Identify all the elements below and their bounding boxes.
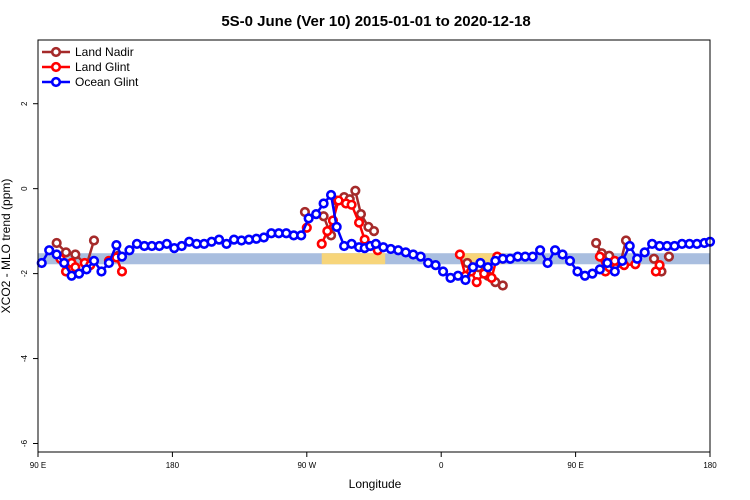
series-2 [36,189,716,286]
series-2-point [624,240,635,252]
series-2-point [602,257,613,269]
series-2-point [527,251,538,262]
series-0-point [51,237,62,249]
series-2-point [176,240,187,252]
series-1-point [116,266,128,277]
x-tick-label-5: 180 [703,461,717,470]
series-2-point [460,274,471,286]
series-0-point [88,235,100,246]
x-tick-label-3: 0 [439,461,444,470]
series-0-point [60,247,72,258]
series-2-point [617,255,628,266]
series-1-point [346,199,357,210]
series-2-point [572,266,583,277]
y-tick-label-1: 0 [20,186,29,191]
series-2-point [258,232,269,243]
series-1-point [471,277,482,288]
series-1-point [322,226,333,237]
y-tick-label-4: -6 [20,439,29,447]
series-1-point [316,238,327,249]
series-2-point [111,240,122,251]
series-2-point [73,268,85,279]
series-2-point [632,253,643,264]
series-1-point [454,249,465,260]
series-2-point [303,213,314,224]
series-2-point [116,251,128,262]
series-2-point [452,270,464,281]
series-2-point [475,257,486,269]
legend-label-0: Land Nadir [75,45,134,59]
series-2-point [103,257,115,269]
series-0-point [350,185,361,196]
y-axis: 2 0 -2 -4 -6 [20,101,38,447]
series-0-point [497,280,508,291]
y-tick-label-3: -4 [20,354,29,362]
series-0-point [70,249,81,260]
series-2-point [124,245,135,256]
series-2-point [44,245,55,256]
plot-frame [37,39,711,453]
series-2-point [311,209,322,220]
x-tick-label-4: 90 E [567,461,583,470]
land-band-2 [463,253,505,265]
series-0-point [648,253,660,264]
chart-title: 5S-0 June (Ver 10) 2015-01-01 to 2020-12… [221,13,530,30]
series-2-point [36,257,47,269]
bands-layer [38,253,710,265]
legend-label-1: Land Glint [75,60,130,74]
series-2-point [587,268,598,279]
x-tick-label-2: 90 W [297,461,316,470]
y-tick-label-0: 2 [20,101,29,106]
series-2-point [331,221,342,232]
y-axis-label: XCO2 - MLO trend (ppm) [0,179,13,314]
series-2-point [482,262,493,273]
series-2-point [325,189,337,201]
series-2-point [59,257,70,269]
series-2-point [96,266,107,277]
legend-label-2: Ocean Glint [75,75,139,89]
series-2-point [594,264,605,275]
series-0-point [591,237,602,249]
series-2-point [415,251,426,262]
x-axis-label: Longitude [349,477,402,491]
series-0-point [663,251,675,262]
series-2-point [437,266,449,277]
legend-swatch-marker-2 [50,76,62,88]
y-tick-label-2: -2 [20,270,29,278]
series-2-point [296,230,307,241]
x-tick-label-0: 90 E [30,461,46,470]
series-2-point [535,245,546,256]
series-1-point [486,272,497,283]
series-2-point [430,260,441,271]
x-axis: 90 E 180 90 W 0 90 E 180 [30,452,717,470]
series-2-point [51,249,62,260]
series-2-point [221,238,232,249]
legend-swatch-marker-1 [50,61,62,73]
series-2-point [161,238,172,249]
series-2-point [557,249,568,260]
series-2-point [213,234,225,245]
series-0-point [368,226,380,237]
series-1-point [353,217,365,228]
legend-swatch-marker-0 [50,46,62,58]
series-2-point [564,255,576,266]
series-2-point [639,247,650,258]
series-1-point [594,251,605,262]
series-2-point [549,245,561,256]
land-band-1 [321,253,386,265]
series-2-point [88,255,100,266]
series-2-point [467,262,479,273]
series-2-point [318,198,329,209]
x-tick-label-1: 180 [166,461,180,470]
series-layer [36,185,716,291]
series-2-point [81,264,92,275]
series-1-point [654,260,665,271]
series-0-point [355,209,367,220]
series-2-point [542,257,553,269]
series-2-point [609,266,620,277]
